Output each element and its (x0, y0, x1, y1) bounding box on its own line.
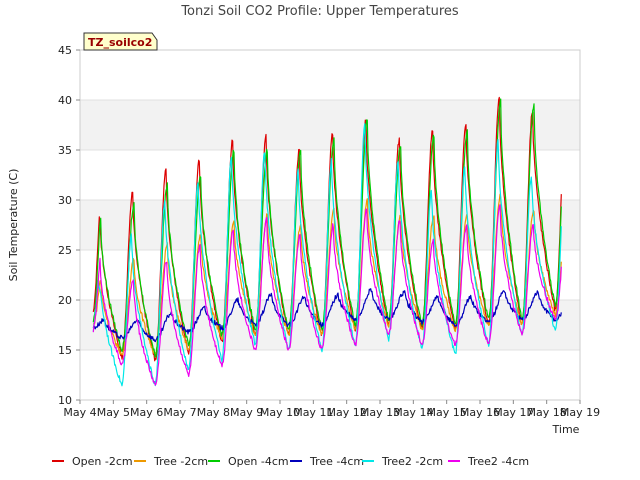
y-tick-label: 10 (58, 394, 72, 407)
y-tick-label: 45 (58, 44, 72, 57)
grid-band (80, 300, 580, 350)
series-line-5 (92, 204, 562, 386)
annotation-box: TZ_soilco2 (83, 32, 158, 51)
chart-title: Tonzi Soil CO2 Profile: Upper Temperatur… (180, 4, 459, 19)
x-tick-label: May 10 (260, 406, 300, 419)
y-tick-label: 35 (58, 144, 72, 157)
y-tick-label: 40 (58, 94, 72, 107)
x-tick-label: May 16 (460, 406, 500, 419)
y-tick-label: 15 (58, 344, 72, 357)
x-tick-label: May 17 (493, 406, 533, 419)
x-tick-label: May 7 (163, 406, 196, 419)
x-tick-label: May 9 (230, 406, 263, 419)
x-tick-label: May 14 (393, 406, 433, 419)
plot-frame (79, 49, 581, 401)
legend-label: Open -2cm (72, 455, 133, 468)
annotation-label: TZ_soilco2 (88, 36, 152, 49)
x-tick-label: May 15 (427, 406, 467, 419)
legend-item: Open -2cm (52, 455, 133, 468)
grid-band (80, 100, 580, 150)
legend-label: Open -4cm (228, 455, 289, 468)
series-layer (92, 96, 562, 387)
x-tick-label: May 19 (560, 406, 600, 419)
legend-label: Tree -2cm (153, 455, 208, 468)
legend-item: Tree2 -4cm (448, 455, 529, 468)
x-tick-label: May 4 (63, 406, 96, 419)
y-axis-ticks: 10 15 20 25 30 35 40 45 (58, 44, 80, 407)
x-tick-label: May 18 (527, 406, 567, 419)
x-tick-label: May 6 (130, 406, 163, 419)
x-tick-label: May 8 (197, 406, 230, 419)
x-tick-label: May 12 (327, 406, 367, 419)
y-tick-label: 30 (58, 194, 72, 207)
legend-label: Tree2 -4cm (467, 455, 529, 468)
y-tick-label: 20 (58, 294, 72, 307)
x-tick-label: May 11 (293, 406, 333, 419)
legend-label: Tree -4cm (309, 455, 364, 468)
y-axis-title: Soil Temperature (C) (7, 169, 20, 282)
y-tick-label: 25 (58, 244, 72, 257)
legend-label: Tree2 -2cm (381, 455, 443, 468)
legend-item: Open -4cm (208, 455, 289, 468)
grid-bands (80, 100, 580, 350)
x-tick-label: May 5 (97, 406, 130, 419)
legend-item: Tree2 -2cm (362, 455, 443, 468)
legend: Open -2cm Tree -2cm Open -4cm Tree -4cm Tree… (52, 455, 529, 468)
legend-item: Tree -4cm (290, 455, 364, 468)
x-axis-title: Time (552, 423, 580, 436)
legend-item: Tree -2cm (134, 455, 208, 468)
series-line-4 (92, 123, 562, 387)
x-tick-label: May 13 (360, 406, 400, 419)
